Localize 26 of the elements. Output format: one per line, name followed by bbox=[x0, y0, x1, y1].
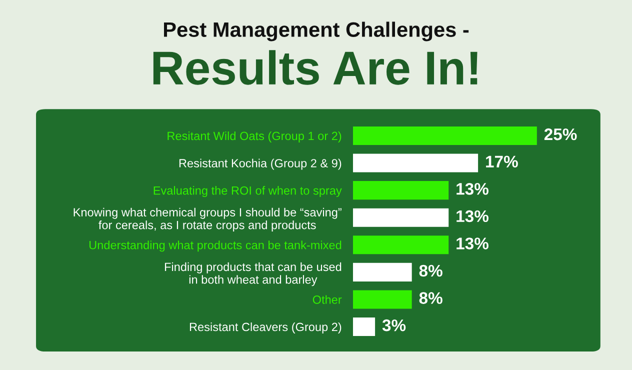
data-label: 8% bbox=[419, 292, 442, 304]
y-tick-label: Resitant Wild Oats (Group 1 or 2) bbox=[168, 131, 342, 142]
y-tick-label: Resistant Kochia (Group 2 & 9) bbox=[179, 158, 342, 170]
y-tick-label: Knowing what chemical groups I should be “saving” for cereals, as I rotate crops and products bbox=[74, 208, 342, 232]
bar bbox=[352, 236, 449, 254]
data-label: 3% bbox=[382, 319, 406, 332]
data-label: 13% bbox=[456, 238, 488, 250]
y-tick-label: Finding products that can be used in both wheat and barley bbox=[164, 262, 342, 286]
bar bbox=[352, 126, 537, 146]
bar bbox=[352, 290, 412, 309]
y-tick-label: Resistant Cleavers (Group 2) bbox=[190, 322, 342, 334]
bar bbox=[352, 154, 478, 172]
bar bbox=[352, 181, 449, 200]
bar bbox=[352, 208, 449, 227]
chart-title: Pest Management Challenges - bbox=[164, 22, 469, 42]
data-label: 17% bbox=[486, 156, 518, 168]
y-tick-label: Understanding what products can be tank-mixed bbox=[89, 240, 342, 252]
data-label: 25% bbox=[544, 128, 577, 140]
data-label: 8% bbox=[419, 264, 442, 277]
bar bbox=[352, 262, 412, 282]
y-tick-label: Other bbox=[312, 295, 342, 304]
bar bbox=[352, 317, 376, 336]
y-tick-label: Evaluating the ROI of when to spray bbox=[154, 186, 342, 198]
chart-subtitle: Results Are In! bbox=[153, 50, 478, 85]
data-label: 13% bbox=[456, 182, 488, 195]
data-label: 13% bbox=[456, 210, 488, 222]
